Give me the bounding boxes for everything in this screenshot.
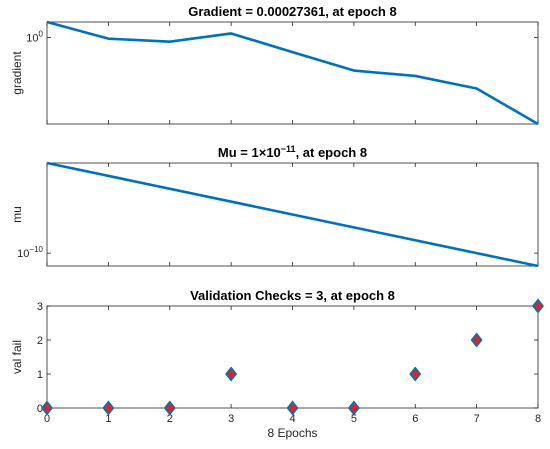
panel-1-y-axis-label: gradient (10, 51, 24, 95)
panel-3-x-tick-label: 1 (105, 413, 111, 425)
panel-3-x-tick-label: 4 (289, 413, 295, 425)
panel-3-data-point (225, 366, 238, 382)
panel-3-x-axis-label: 8 Epochs (267, 426, 317, 440)
panel-3-y-tick-label: 1 (37, 369, 43, 381)
panel-3-data-point (531, 298, 545, 314)
panel-2-y-tick-label: 10−10 (17, 245, 43, 260)
panel-3-data-point (470, 332, 483, 348)
panel-3-title: Validation Checks = 3, at epoch 8 (190, 288, 395, 303)
panel-3-data-point (347, 400, 360, 416)
panel-3-y-axis-label: val fail (10, 340, 24, 374)
panel-3-data-point (40, 400, 54, 416)
panel-1-series-line (46, 20, 539, 126)
panel-3-x-tick-label: 3 (228, 413, 234, 425)
panel-3-x-tick-label: 0 (44, 413, 50, 425)
panel-3-x-tick-label: 8 (535, 413, 541, 425)
panel-3-data-point (286, 400, 299, 416)
panel-3-data-point (163, 400, 176, 416)
panel-1-title: Gradient = 0.00027361, at epoch 8 (188, 4, 396, 19)
panel-3-y-tick-label: 0 (37, 403, 43, 415)
panel-1-y-tick-label: 100 (26, 29, 43, 44)
panel-3-y-tick-label: 3 (37, 301, 43, 313)
panel-1-axes-box (46, 21, 539, 125)
panel-2-title: Mu = 1×10−11, at epoch 8 (218, 144, 367, 160)
panel-3-data-point (102, 400, 115, 416)
panel-3-x-tick-label: 7 (474, 413, 480, 425)
panel-3-axes-box (46, 305, 539, 409)
panel-3-data-point (409, 366, 422, 382)
panel-2-series-line (46, 161, 539, 268)
panel-3-x-tick-label: 5 (351, 413, 357, 425)
panel-3-y-tick-label: 2 (37, 335, 43, 347)
panel-2-y-axis-label: mu (10, 206, 24, 223)
panel-3-x-tick-label: 2 (167, 413, 173, 425)
panel-3-x-tick-label: 6 (412, 413, 418, 425)
